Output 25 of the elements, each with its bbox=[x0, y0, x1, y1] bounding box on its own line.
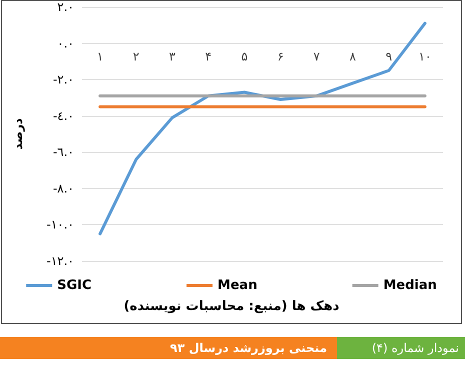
text: منحنی بروزرشد درسال ۹۳ bbox=[0, 337, 337, 359]
legend-label: Mean bbox=[218, 278, 258, 293]
x-tick-label: ۹ bbox=[386, 49, 392, 64]
x-tick-label: ۵ bbox=[241, 49, 248, 64]
x-tick-label: ۶ bbox=[277, 49, 284, 64]
x-tick-label: ۲ bbox=[132, 49, 140, 64]
y-tick-label: -٨.٠ bbox=[52, 181, 74, 196]
x-tick-label: ۱ bbox=[96, 49, 104, 64]
x-tick-label: ۱۰ bbox=[418, 49, 432, 64]
y-tick-label: -١٠.٠ bbox=[46, 218, 74, 232]
x-axis-title: دهک ها (منبع: محاسبات نویسنده) bbox=[122, 299, 340, 314]
y-tick-label: -٢.٠ bbox=[52, 72, 74, 87]
text: نمودار شماره (۴) bbox=[337, 337, 465, 359]
legend-label: SGIC bbox=[57, 278, 92, 293]
x-tick-label: ۴ bbox=[205, 49, 212, 64]
y-tick-label: ٢.٠ bbox=[57, 0, 74, 14]
legend-label: Median bbox=[383, 278, 437, 293]
x-tick-label: ۸ bbox=[350, 49, 357, 64]
y-axis-title: درصد bbox=[11, 118, 25, 150]
x-tick-label: ۳ bbox=[169, 49, 176, 64]
y-tick-label: -٤.٠ bbox=[52, 108, 74, 123]
y-tick-label: -١٢.٠ bbox=[46, 254, 74, 268]
x-tick-label: ۷ bbox=[313, 49, 320, 64]
y-tick-label: ٠.٠ bbox=[57, 36, 74, 50]
y-tick-label: -٦.٠ bbox=[52, 145, 74, 160]
